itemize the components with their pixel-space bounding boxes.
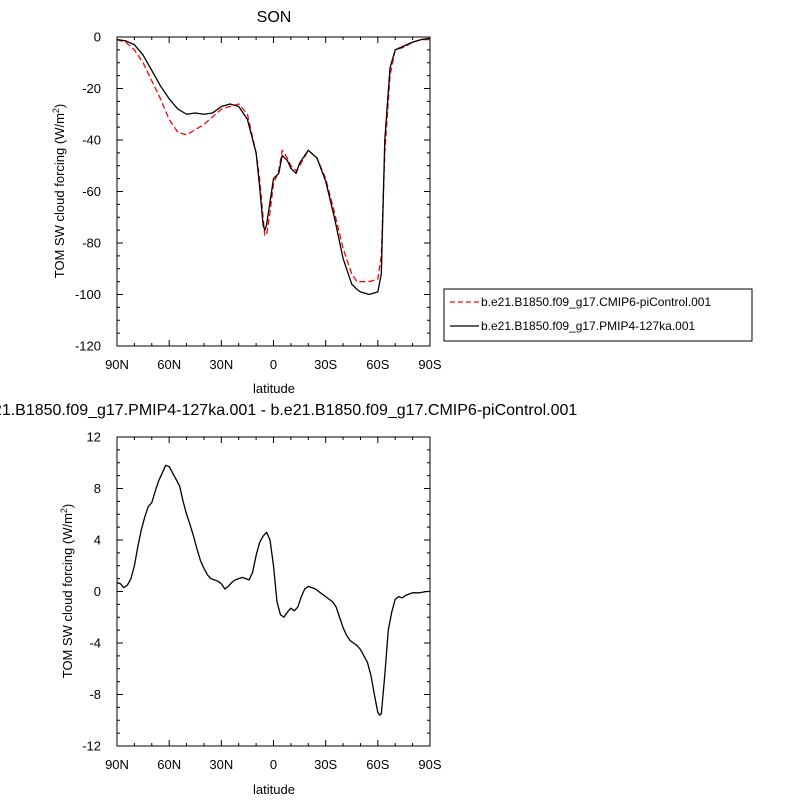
bottom-y-axis-label-close: ): [60, 504, 75, 508]
bottom-x-tick-label: 0: [270, 757, 277, 772]
bottom-x-tick-label: 90S: [418, 757, 441, 772]
bottom-y-tick-label: -12: [82, 739, 101, 754]
bottom-y-tick-label: 8: [94, 481, 101, 496]
bottom-y-tick-label: 0: [94, 584, 101, 599]
legend: b.e21.B1850.f09_g17.CMIP6-piControl.001 …: [443, 288, 753, 342]
top-y-axis-label-sup: 2: [51, 108, 61, 113]
bottom-y-tick-label: -4: [89, 636, 101, 651]
bottom-y-axis-label-main: TOM SW cloud forcing (W/m: [60, 513, 75, 678]
top-y-tick-label: -60: [82, 184, 101, 199]
bottom-panel: b.e21.B1850.f09_g17.PMIP4-127ka.001 - b.…: [0, 402, 577, 797]
top-y-tick-label: -120: [75, 339, 101, 354]
bottom-x-tick-label: 30N: [209, 757, 233, 772]
legend-label-piControl: b.e21.B1850.f09_g17.CMIP6-piControl.001: [481, 295, 711, 309]
top-plot-frame: [116, 36, 431, 347]
top-series-line-1: [116, 37, 431, 296]
top-x-tick-label: 60S: [366, 357, 389, 372]
top-x-tick-label: 90S: [418, 357, 441, 372]
top-y-axis-label-main: TOM SW cloud forcing (W/m: [52, 113, 67, 278]
top-y-tick-label: -20: [82, 81, 101, 96]
bottom-x-axis-label: latitude: [253, 782, 295, 797]
top-panel: SON 90N 60N 30N 0 30S 60S 90S 0 -20 -40 -60 -80 -100…: [51, 9, 753, 396]
bottom-x-tick-label: 90N: [105, 757, 129, 772]
top-x-tick-label: 30S: [314, 357, 337, 372]
bottom-y-tick-label: -8: [89, 687, 101, 702]
bottom-y-axis-label-sup: 2: [59, 508, 69, 513]
bottom-x-tick-label: 60N: [157, 757, 181, 772]
top-x-tick-label: 60N: [157, 357, 181, 372]
top-plot-area: 90N 60N 30N 0 30S 60S 90S 0 -20 -40 -60 -80 -100 -120: [75, 30, 442, 373]
top-y-tick-label: -100: [75, 287, 101, 302]
top-y-axis-label: TOM SW cloud forcing (W/m2): [51, 104, 67, 279]
legend-box: [443, 288, 753, 342]
bottom-y-tick-label: 4: [94, 533, 101, 548]
bottom-x-tick-label: 60S: [366, 757, 389, 772]
top-y-tick-label: -40: [82, 133, 101, 148]
top-series-line-0: [116, 38, 430, 283]
bottom-y-tick-label: 12: [87, 430, 101, 445]
top-x-axis-label: latitude: [253, 381, 295, 396]
top-chart-title: SON: [257, 9, 292, 26]
bottom-series-line-0: [116, 464, 430, 716]
bottom-y-axis-label: TOM SW cloud forcing (W/m2): [59, 504, 75, 679]
top-x-tick-label: 90N: [105, 357, 129, 372]
bottom-x-tick-label: 30S: [314, 757, 337, 772]
legend-label-127ka: b.e21.B1850.f09_g17.PMIP4-127ka.001: [481, 319, 695, 333]
top-y-axis-label-close: ): [52, 104, 67, 108]
top-x-tick-label: 30N: [209, 357, 233, 372]
top-y-tick-label: 0: [94, 30, 101, 45]
bottom-plot-area: 90N 60N 30N 0 30S 60S 90S 12 8 4 0 -4 -8 -12: [82, 430, 442, 773]
bottom-plot-frame: [116, 436, 431, 747]
top-x-tick-label: 0: [270, 357, 277, 372]
top-y-tick-label: -80: [82, 236, 101, 251]
bottom-chart-title: b.e21.B1850.f09_g17.PMIP4-127ka.001 - b.…: [0, 402, 577, 419]
